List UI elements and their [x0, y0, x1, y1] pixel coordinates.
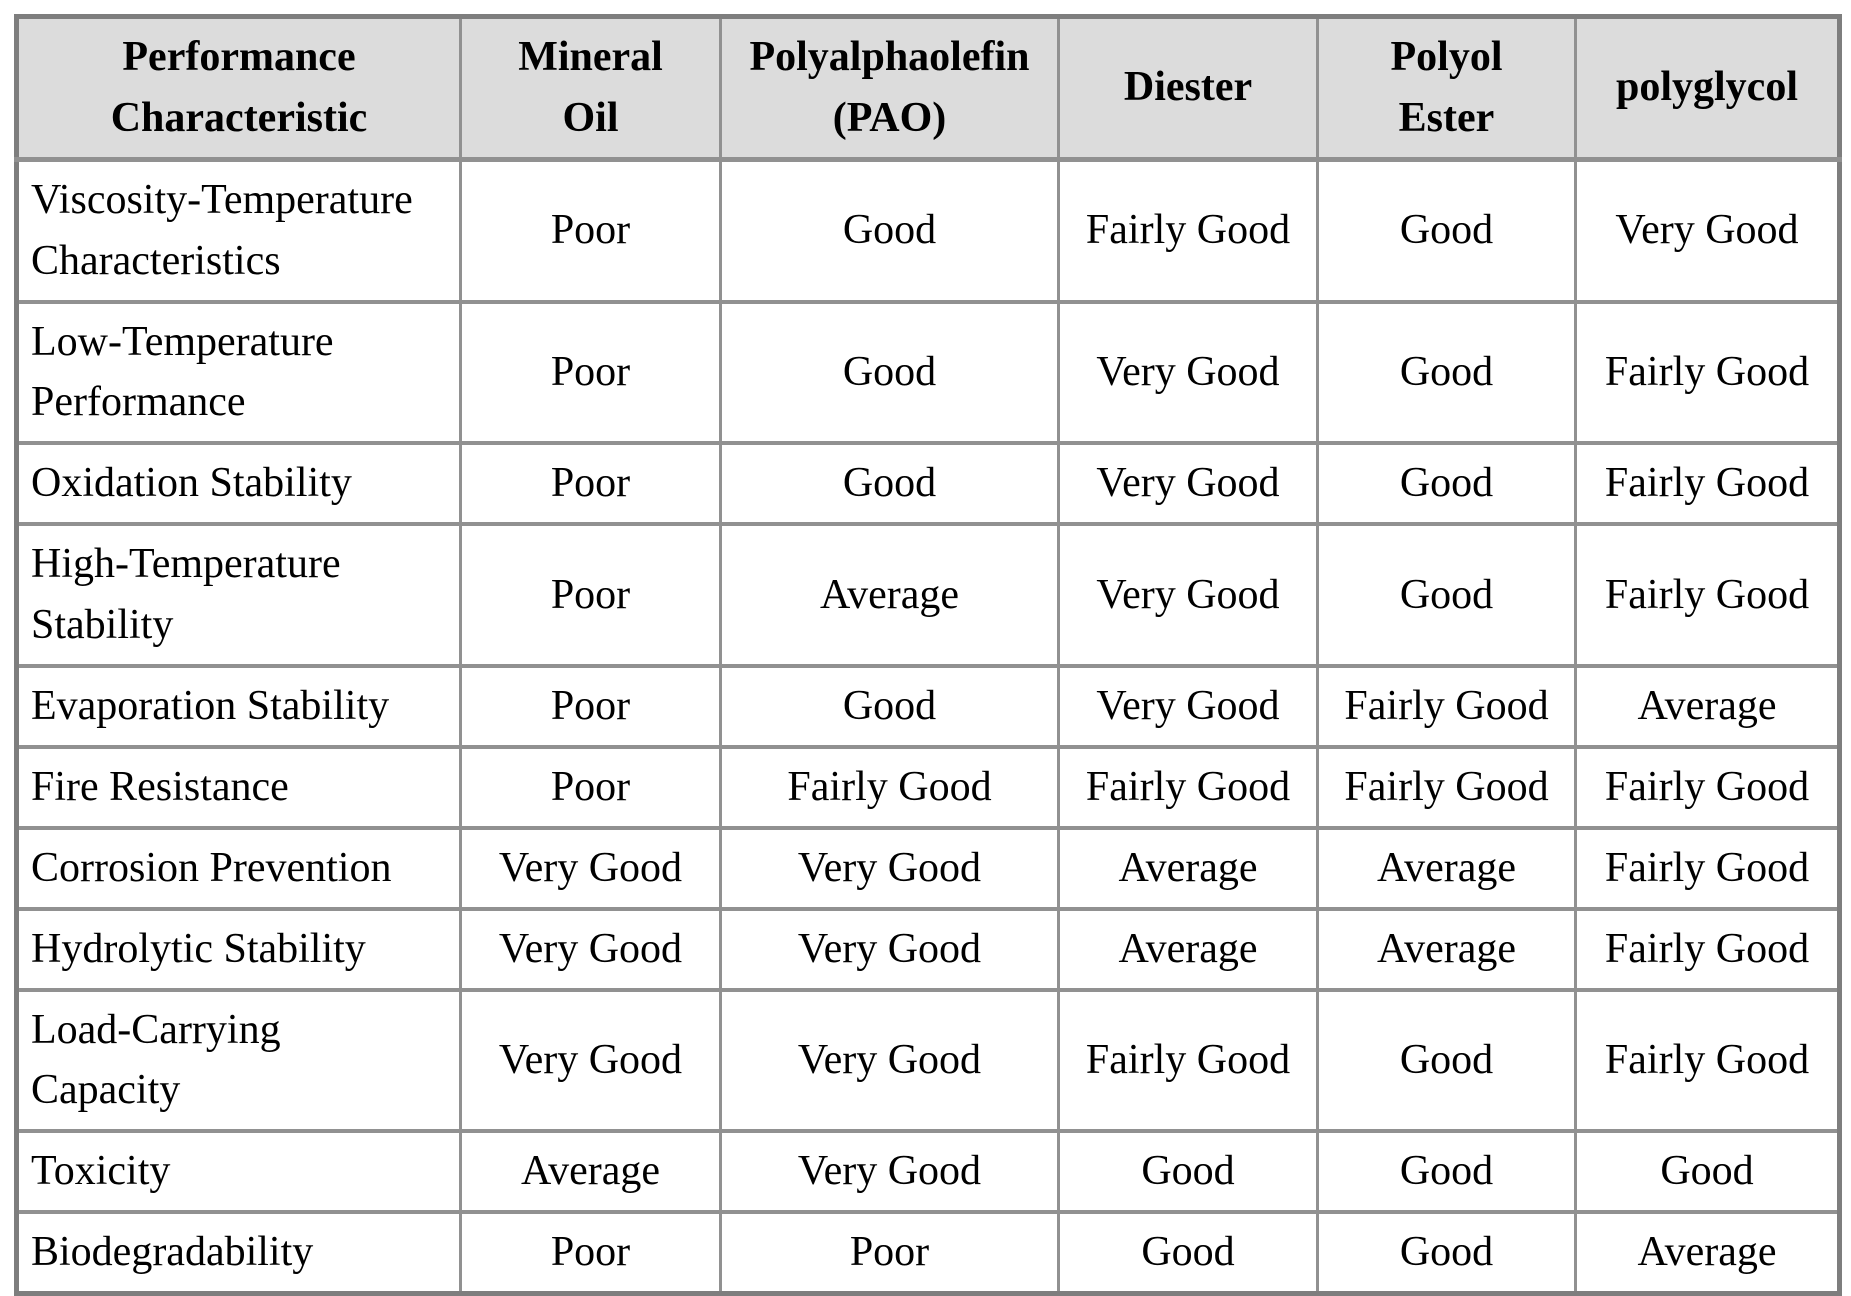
table-row: Biodegradability Poor Poor Good Good Ave… [15, 1210, 1841, 1296]
value-cell: Good [1316, 1129, 1577, 1215]
row-label-cell: Fire Resistance [15, 744, 462, 830]
value-cell: Very Good [719, 1129, 1060, 1215]
value-cell: Very Good [719, 987, 1060, 1134]
value-cell: Good [1316, 987, 1577, 1134]
value-cell: Fairly Good [1574, 441, 1841, 527]
header-cell-polyol-ester: Polyol Ester [1316, 14, 1577, 162]
value-cell: Very Good [1057, 664, 1319, 749]
value-cell: Fairly Good [1574, 987, 1841, 1134]
value-cell: Fairly Good [1057, 987, 1319, 1134]
value-cell: Poor [459, 157, 722, 304]
value-cell: Fairly Good [1057, 157, 1319, 304]
table-row: Corrosion Prevention Very Good Very Good… [15, 825, 1841, 911]
row-label-cell: High-Temperature Stability [15, 522, 462, 669]
table-body: Viscosity-Temperature Characteristics Po… [15, 157, 1841, 1296]
value-cell: Fairly Good [1316, 664, 1577, 749]
value-cell: Average [1316, 906, 1577, 992]
value-cell: Good [719, 441, 1060, 527]
value-cell: Good [1057, 1210, 1319, 1296]
value-cell: Average [719, 522, 1060, 669]
header-cell-diester: Diester [1057, 14, 1319, 162]
value-cell: Fairly Good [1574, 744, 1841, 830]
value-cell: Poor [459, 664, 722, 749]
value-cell: Average [1057, 906, 1319, 992]
performance-comparison-table: Performance Characteristic Mineral Oil P… [14, 14, 1842, 1296]
row-label-cell: Biodegradability [15, 1210, 462, 1296]
row-label-cell: Toxicity [15, 1129, 462, 1215]
row-label-cell: Load-Carrying Capacity [15, 987, 462, 1134]
row-label-cell: Hydrolytic Stability [15, 906, 462, 992]
value-cell: Good [1316, 441, 1577, 527]
value-cell: Fairly Good [1574, 299, 1841, 446]
value-cell: Poor [459, 299, 722, 446]
value-cell: Good [1316, 522, 1577, 669]
value-cell: Fairly Good [1574, 825, 1841, 911]
header-cell-polyglycol: polyglycol [1574, 14, 1841, 162]
value-cell: Poor [459, 1210, 722, 1296]
value-cell: Fairly Good [1057, 744, 1319, 830]
value-cell: Poor [719, 1210, 1060, 1296]
row-label-cell: Evaporation Stability [15, 664, 462, 749]
value-cell: Very Good [459, 825, 722, 911]
value-cell: Very Good [719, 825, 1060, 911]
value-cell: Good [1057, 1129, 1319, 1215]
value-cell: Good [1574, 1129, 1841, 1215]
value-cell: Good [719, 664, 1060, 749]
row-label-cell: Low-Temperature Performance [15, 299, 462, 446]
row-label-cell: Oxidation Stability [15, 441, 462, 527]
value-cell: Good [1316, 299, 1577, 446]
value-cell: Fairly Good [1316, 744, 1577, 830]
value-cell: Average [1574, 1210, 1841, 1296]
table-row: Load-Carrying Capacity Very Good Very Go… [15, 987, 1841, 1134]
table-row: High-Temperature Stability Poor Average … [15, 522, 1841, 669]
value-cell: Very Good [1574, 157, 1841, 304]
table-row: Toxicity Average Very Good Good Good Goo… [15, 1129, 1841, 1215]
value-cell: Very Good [1057, 441, 1319, 527]
table-row: Hydrolytic Stability Very Good Very Good… [15, 906, 1841, 992]
table-header: Performance Characteristic Mineral Oil P… [15, 14, 1841, 162]
value-cell: Average [1574, 664, 1841, 749]
table-row: Evaporation Stability Poor Good Very Goo… [15, 664, 1841, 749]
value-cell: Very Good [1057, 299, 1319, 446]
value-cell: Good [719, 157, 1060, 304]
header-row: Performance Characteristic Mineral Oil P… [15, 14, 1841, 162]
value-cell: Very Good [459, 906, 722, 992]
value-cell: Poor [459, 441, 722, 527]
value-cell: Very Good [1057, 522, 1319, 669]
value-cell: Very Good [459, 987, 722, 1134]
table-row: Fire Resistance Poor Fairly Good Fairly … [15, 744, 1841, 830]
row-label-cell: Viscosity-Temperature Characteristics [15, 157, 462, 304]
value-cell: Poor [459, 744, 722, 830]
header-cell-polyalphaolefin: Polyalphaolefin (PAO) [719, 14, 1060, 162]
value-cell: Good [1316, 157, 1577, 304]
row-label-cell: Corrosion Prevention [15, 825, 462, 911]
table-row: Oxidation Stability Poor Good Very Good … [15, 441, 1841, 527]
table-row: Viscosity-Temperature Characteristics Po… [15, 157, 1841, 304]
value-cell: Fairly Good [1574, 906, 1841, 992]
value-cell: Average [459, 1129, 722, 1215]
table-row: Low-Temperature Performance Poor Good Ve… [15, 299, 1841, 446]
value-cell: Good [1316, 1210, 1577, 1296]
value-cell: Very Good [719, 906, 1060, 992]
value-cell: Fairly Good [1574, 522, 1841, 669]
header-cell-performance-characteristic: Performance Characteristic [15, 14, 462, 162]
value-cell: Fairly Good [719, 744, 1060, 830]
value-cell: Good [719, 299, 1060, 446]
value-cell: Average [1057, 825, 1319, 911]
value-cell: Poor [459, 522, 722, 669]
header-cell-mineral-oil: Mineral Oil [459, 14, 722, 162]
value-cell: Average [1316, 825, 1577, 911]
